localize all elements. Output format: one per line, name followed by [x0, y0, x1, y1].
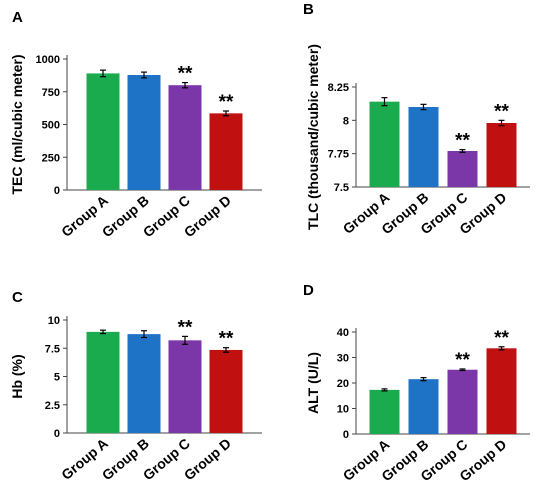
y-tick-label: 10 [48, 315, 60, 327]
panel-letter: B [303, 1, 314, 18]
significance-marker: ** [219, 92, 234, 113]
y-tick-label: 500 [42, 120, 60, 132]
panel-letter: D [303, 282, 314, 299]
significance-marker: ** [455, 131, 470, 152]
y-tick-label: 1000 [36, 54, 60, 66]
bar [408, 107, 439, 187]
bar [447, 369, 478, 434]
bar [447, 151, 478, 187]
chart-panel-a: A TEC (ml/cubic meter) 0 250 500 750 1000 Group… [9, 9, 262, 240]
y-tick-label: 750 [42, 87, 60, 99]
y-tick-label: 2.5 [45, 400, 60, 412]
bar [369, 101, 400, 187]
bar [127, 74, 161, 190]
bar [209, 113, 243, 190]
bar [86, 73, 120, 190]
significance-marker: ** [219, 329, 234, 350]
bar [209, 349, 243, 433]
y-tick-label: 0 [343, 429, 349, 441]
bar [168, 340, 202, 433]
significance-marker: ** [178, 317, 193, 338]
panel-letter: C [12, 289, 23, 306]
y-axis-label: Hb (%) [9, 354, 25, 398]
y-tick-label: 7.5 [334, 182, 349, 194]
y-tick-label: 7.5 [45, 343, 60, 355]
y-tick-label: 8.25 [328, 82, 349, 94]
bar [408, 379, 439, 434]
significance-marker: ** [178, 64, 193, 85]
significance-marker: ** [494, 328, 509, 349]
bar [486, 123, 517, 187]
y-axis-label: TLC (thousand/cubic meter) [305, 44, 321, 230]
bar [127, 334, 161, 433]
y-tick-label: 30 [337, 353, 349, 365]
y-tick-label: 8 [343, 115, 349, 127]
y-tick-label: 5 [54, 372, 60, 384]
panel-letter: A [12, 9, 23, 26]
x-category-label: Group D [181, 192, 234, 240]
bar [486, 348, 517, 434]
y-axis-label: TEC (ml/cubic meter) [9, 54, 25, 194]
y-tick-label: 20 [337, 378, 349, 390]
y-tick-label: 10 [337, 404, 349, 416]
y-tick-label: 0 [54, 185, 60, 197]
bar [168, 85, 202, 190]
significance-marker: ** [494, 101, 509, 122]
y-tick-label: 7.75 [328, 149, 349, 161]
bar [369, 389, 400, 434]
significance-marker: ** [455, 350, 470, 371]
y-tick-label: 0 [54, 428, 60, 440]
y-tick-label: 250 [42, 152, 60, 164]
x-category-label: Group D [181, 435, 234, 483]
y-axis-label: ALT (U/L) [305, 352, 321, 414]
y-tick-label: 40 [337, 327, 349, 339]
bar [86, 331, 120, 433]
